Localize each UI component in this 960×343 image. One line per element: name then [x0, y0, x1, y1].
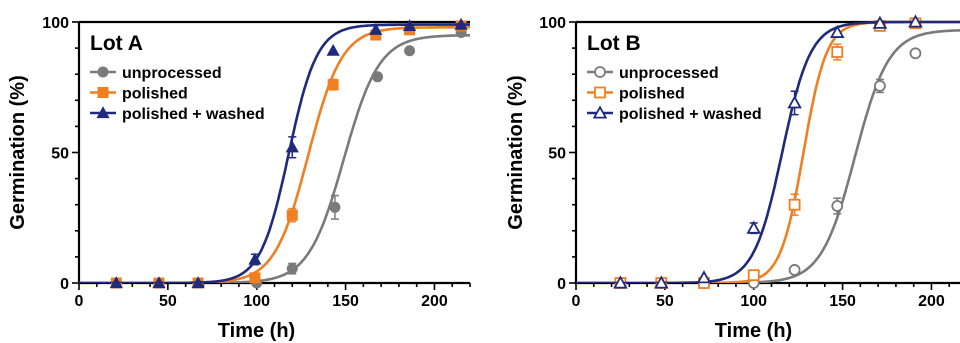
y-tick-label: 50 [548, 146, 566, 163]
panel-label: Lot B [587, 32, 641, 55]
x-tick-label: 150 [332, 293, 359, 310]
axes-frame [77, 22, 470, 285]
data-point [696, 270, 712, 284]
data-point [372, 71, 384, 83]
data-point [402, 19, 417, 32]
series-polished-washed [79, 17, 470, 289]
legend-entry: unprocessed [90, 65, 222, 82]
legend-marker [97, 87, 109, 98]
panel-label: Lot A [90, 32, 143, 55]
x-tick-label: 150 [829, 293, 856, 310]
legend-marker [594, 66, 606, 78]
data-point [788, 264, 801, 276]
data-point [248, 252, 262, 265]
data-point [286, 263, 298, 275]
data-point [872, 15, 888, 29]
data-point [787, 95, 802, 109]
legend-label: polished [619, 86, 685, 103]
legend-marker [96, 106, 110, 119]
chart-panel-lot-a: 0 50 100 150 200 0 50 100 Time (h) Germination (%… [7, 15, 471, 342]
y-tick-label: 0 [557, 276, 566, 293]
legend-marker [97, 66, 109, 78]
legend-marker [592, 105, 608, 119]
data-point [286, 209, 298, 221]
legend-entry: polished + washed [587, 105, 762, 123]
y-tick-label: 0 [60, 276, 69, 293]
legend-entry: polished [587, 86, 685, 103]
x-axis-label: Time (h) [715, 320, 792, 342]
x-tick-label: 0 [572, 293, 581, 310]
axes-frame [574, 22, 960, 285]
data-point [326, 43, 340, 56]
data-point [788, 198, 801, 211]
x-tick-label: 200 [918, 293, 945, 310]
data-point [747, 269, 760, 282]
data-point [746, 220, 762, 234]
legend-label: polished + washed [619, 106, 762, 123]
data-point [831, 46, 844, 58]
data-point [908, 14, 923, 28]
fit-curve [79, 23, 470, 283]
y-tick-label: 50 [51, 146, 69, 163]
x-tick-label: 50 [656, 293, 674, 310]
data-point [613, 275, 628, 289]
data-point [909, 47, 922, 60]
fit-curve [576, 20, 960, 283]
data-point [404, 45, 416, 57]
data-point [829, 24, 845, 38]
y-axis-label: Germination (%) [7, 75, 29, 229]
y-tick-label: 100 [539, 15, 566, 32]
legend-label: polished + washed [122, 106, 265, 123]
data-point [191, 276, 205, 289]
chart-panel-lot-b: 0 50 100 150 200 0 50 100 Time (h) Germination (%… [505, 14, 960, 342]
fit-curve [576, 29, 960, 283]
data-point [454, 17, 468, 30]
legend-entry: unprocessed [587, 65, 719, 82]
legend-label: polished [122, 86, 188, 103]
x-tick-label: 50 [159, 293, 177, 310]
x-tick-label: 0 [75, 293, 84, 310]
data-point [152, 276, 166, 289]
series-polished-washed [576, 14, 960, 289]
fit-curve [576, 20, 960, 283]
series-polished [576, 17, 960, 289]
data-point [327, 79, 339, 91]
data-point [329, 201, 341, 213]
legend-label: unprocessed [619, 65, 719, 82]
data-point [109, 276, 123, 289]
x-tick-label: 100 [243, 293, 270, 310]
x-tick-label: 100 [740, 293, 767, 310]
legend-entry: polished [90, 86, 188, 103]
data-point [369, 23, 383, 35]
x-axis-label: Time (h) [218, 320, 295, 342]
data-point [654, 275, 669, 289]
legend-entry: polished + washed [90, 106, 265, 123]
legend-label: unprocessed [122, 65, 222, 82]
y-tick-label: 100 [42, 15, 69, 32]
fit-curve [79, 34, 470, 283]
data-point [874, 80, 886, 92]
data-point [831, 200, 844, 212]
series-polished [79, 20, 470, 289]
data-point [285, 140, 299, 153]
data-point [249, 272, 261, 284]
x-tick-label: 200 [421, 293, 448, 310]
legend-marker [594, 86, 606, 99]
y-axis-label: Germination (%) [505, 75, 527, 229]
